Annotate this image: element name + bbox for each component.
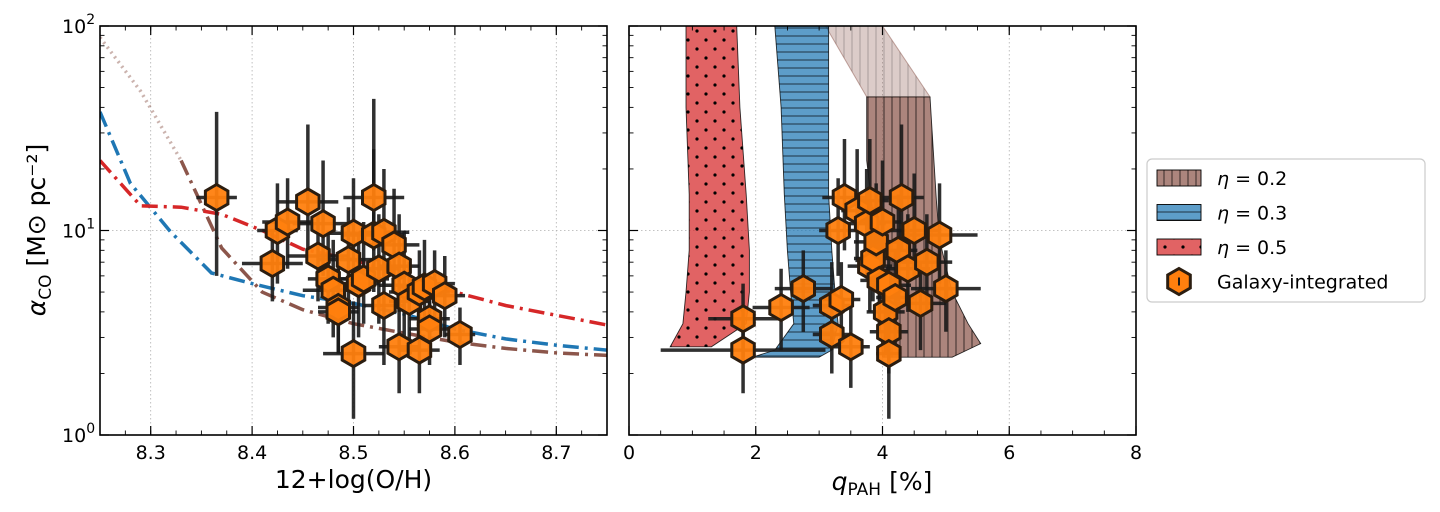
right-galaxy-marker [838,332,864,362]
left-galaxy-marker [371,290,397,321]
legend-swatch-hatch [1156,238,1202,256]
right-x-axis-label: qPAH [%] [832,467,933,500]
left-galaxy-marker [295,187,321,217]
right-galaxy-marker [730,304,756,334]
right-galaxy-marker [857,185,883,216]
right-galaxy-marker [819,319,845,350]
left-galaxy-marker [259,248,286,279]
right-galaxy-marker [926,220,953,250]
right-galaxy-marker [914,247,940,277]
legend-item: η = 0.2 [1156,168,1287,190]
model-line-eta02-extrapolated [100,36,183,162]
left-ytick-label: 101 [62,217,95,243]
band-eta02-upper-hatch [824,26,931,98]
left-panel-metallicity: 8.3 8.4 8.5 8.6 8.7 100 101 102 12+log(O/H) αCO… [22,12,608,494]
right-galaxy-marker [888,182,915,213]
left-x-axis-label: 12+log(O/H) [275,465,432,494]
left-galaxy-marker [305,241,331,271]
legend-swatch-hatch [1156,169,1202,187]
left-xtick-label: 8.7 [541,442,571,464]
right-galaxy-marker [901,215,927,246]
right-galaxy-marker [828,284,855,315]
right-galaxy-marker [882,282,908,313]
right-ticks: 0 2 4 6 8 [623,25,1142,464]
left-galaxy-marker [203,182,230,213]
left-galaxy-marker [361,182,387,213]
left-galaxy-marker [274,207,301,237]
right-xtick-label: 8 [1130,442,1142,464]
right-galaxy-marker [825,215,851,246]
right-galaxy-marker [730,335,756,365]
right-xtick-label: 0 [623,442,635,464]
legend-item: η = 0.5 [1156,237,1287,259]
right-galaxy-marker [768,292,794,323]
band-eta05-hatch [669,26,750,348]
left-galaxy-marker [325,297,351,327]
left-xtick-label: 8.6 [440,442,470,464]
x-label-sub: PAH [848,480,882,500]
legend-item: Galaxy-integrated [1166,266,1388,297]
left-galaxy-marker [432,280,458,311]
legend: η = 0.2 η = 0.3 η = 0.5 Galaxy-integrated [1146,158,1426,303]
y-label-alpha: α [22,299,51,316]
left-galaxy-marker [386,332,412,362]
right-galaxy-marker [933,273,959,304]
legend-item: η = 0.3 [1156,203,1287,225]
right-data-points [660,124,981,419]
left-xtick-label: 8.5 [338,442,368,464]
y-label-units: [M⊙ pc⁻²] [22,144,51,267]
left-galaxy-marker [340,338,367,369]
left-xtick-label: 8.3 [136,442,166,464]
right-galaxy-marker [869,207,896,237]
legend-label: η = 0.3 [1217,203,1287,225]
left-xtick-label: 8.4 [237,442,267,464]
right-galaxy-marker [790,273,816,304]
left-data-points [196,98,476,419]
legend-swatch-hatch [1156,204,1202,221]
right-galaxy-marker [876,338,902,369]
right-galaxy-marker [907,288,934,319]
x-label-units: [%] [889,467,932,496]
left-galaxy-marker [447,319,473,350]
legend-label: Galaxy-integrated [1217,272,1388,294]
x-label-q: q [832,467,848,496]
y-label-sub: CO [36,275,56,300]
left-galaxy-marker [335,244,362,275]
left-galaxy-marker [416,314,443,344]
left-ytick-label: 102 [62,12,95,38]
left-ytick-label: 100 [62,421,95,447]
left-ticks: 8.3 8.4 8.5 8.6 8.7 100 101 102 [62,12,608,464]
legend-box [1146,158,1426,303]
right-xtick-label: 2 [750,442,762,464]
legend-label: η = 0.5 [1217,237,1287,259]
band-eta03-hatch [752,26,839,358]
right-xtick-label: 6 [1003,442,1015,464]
model-line-eta02 [179,159,607,358]
legend-label: η = 0.2 [1217,168,1287,190]
right-panel-qpah: 0 2 4 6 8 qPAH [%] [623,25,1142,500]
left-galaxy-marker [310,208,336,239]
right-xtick-label: 4 [876,442,888,464]
left-y-axis-label: αCO [M⊙ pc⁻²] [22,144,56,317]
left-galaxy-marker [406,335,433,365]
